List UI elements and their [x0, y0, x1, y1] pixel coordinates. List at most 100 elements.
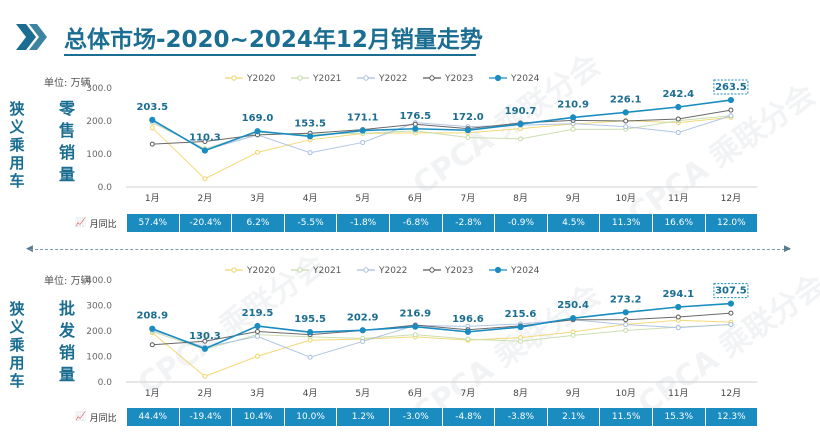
x-tick-label: 11月: [668, 193, 688, 204]
data-point-Y2022: [307, 354, 313, 360]
x-tick-label: 8月: [513, 193, 528, 204]
yoy-cell: 57.4%: [126, 214, 179, 232]
data-label: 202.9: [347, 312, 379, 323]
legend-swatch-marker: [494, 74, 502, 82]
data-point-Y2023: [202, 338, 208, 344]
yoy-row: 📈 月同比 44.4% -19.4% 10.4% 10.0% 1.2% -3.0%…: [66, 408, 758, 426]
data-point-Y2024: [727, 96, 735, 104]
series-line-Y2021: [152, 324, 731, 350]
data-point-Y2024: [675, 303, 682, 311]
yoy-cell: 15.3%: [651, 408, 705, 426]
x-tick-label: 3月: [250, 193, 265, 204]
series-line-Y2022: [152, 115, 732, 154]
data-label: 110.3: [189, 133, 221, 144]
data-point-Y2024: [622, 309, 629, 316]
x-tick-label: 1月: [145, 193, 160, 204]
data-point-Y2022: [360, 139, 366, 145]
data-point-Y2021: [465, 135, 471, 140]
data-label: 169.0: [242, 113, 274, 124]
legend-swatch-marker: [429, 267, 435, 273]
data-point-Y2024: [570, 114, 577, 121]
x-tick-label: 4月: [303, 388, 318, 399]
x-tick-label: 5月: [355, 388, 370, 399]
data-label: 273.2: [610, 294, 642, 305]
series-line-Y2024: [152, 302, 731, 350]
trend-icon: 📈: [75, 218, 87, 228]
series-line-Y2023: [152, 312, 731, 346]
data-point-Y2021: [518, 338, 523, 344]
yoy-cell: 11.5%: [599, 408, 652, 426]
data-point-Y2022: [360, 338, 366, 344]
data-label: 176.5: [399, 111, 431, 122]
yoy-cell: -0.9%: [494, 214, 547, 232]
data-label: 250.4: [557, 300, 589, 311]
yoy-cell: -3.8%: [494, 408, 547, 426]
highlight-box: [713, 79, 749, 95]
x-tick-label: 9月: [566, 388, 581, 399]
data-point-Y2020: [202, 176, 208, 182]
data-point-Y2023: [202, 138, 208, 144]
data-point-Y2024: [201, 147, 208, 154]
data-point-Y2024: [307, 329, 314, 336]
x-tick-label: 7月: [461, 193, 476, 204]
series-line-Y2024: [151, 99, 732, 152]
data-label: 226.1: [610, 94, 642, 105]
yoy-cell: 1.2%: [336, 408, 389, 426]
yoy-row: 📈 月同比 57.4% -20.4% 6.2% -5.5% -1.8% -6.8%…: [66, 214, 758, 232]
divider-arrow-right-icon: ▶: [784, 244, 791, 254]
yoy-header: 📈 月同比: [66, 214, 126, 232]
yoy-cell: 2.1%: [546, 408, 600, 426]
data-label: 216.9: [399, 309, 431, 320]
yoy-cell: 12.3%: [704, 408, 758, 426]
x-tick-label: 4月: [303, 193, 318, 204]
data-point-Y2023: [675, 116, 681, 122]
legend-label: Y2021: [312, 74, 341, 84]
y-tick-label: 0.0: [98, 378, 113, 388]
x-tick-label: 11月: [668, 388, 688, 399]
y-tick-label: 200.0: [86, 117, 112, 127]
yoy-header: 📈 月同比: [66, 408, 126, 426]
data-label: 215.6: [505, 309, 537, 320]
data-label: 208.9: [136, 311, 168, 322]
data-point-Y2020: [202, 373, 208, 379]
data-point-Y2024: [675, 103, 682, 111]
yoy-header-label: 月同比: [89, 219, 117, 230]
x-tick-label: 8月: [513, 388, 528, 399]
retail-line-chart: 0.0 100.0 200.0 300.0 1月 2月 3月 4月 5月 6月 7月 8月 9月 10月 1…: [86, 74, 758, 204]
y-tick-label: 300.0: [86, 84, 112, 94]
data-point-Y2020: [149, 125, 155, 131]
data-point-Y2023: [728, 310, 734, 316]
highlight-box: [713, 283, 749, 299]
yoy-cell: -2.8%: [441, 214, 495, 232]
series-line-Y2020: [151, 319, 731, 377]
yoy-cell: 4.5%: [546, 214, 600, 232]
data-point-Y2022: [255, 333, 260, 339]
side-label-metric: 零售销量: [58, 99, 75, 184]
yoy-cell: 16.6%: [651, 214, 705, 232]
y-tick-label: 200.0: [86, 327, 112, 337]
x-tick-label: 7月: [461, 388, 476, 399]
wholesale-sales-panel: 狭义乘用车 批发销量 单位: 万辆 0.0 100.0 200.0 300.0 400.…: [0, 258, 820, 441]
yoy-cell: 12.0%: [704, 214, 758, 232]
data-point-Y2022: [728, 321, 734, 327]
data-label: 210.9: [557, 99, 589, 110]
legend-label: Y2024: [510, 74, 540, 84]
series-line-Y2023: [152, 109, 731, 145]
data-point-Y2023: [149, 342, 155, 348]
data-point-Y2022: [728, 113, 734, 119]
data-point-Y2022: [675, 130, 681, 136]
yoy-cell: -6.8%: [388, 214, 442, 232]
data-label: 190.7: [505, 106, 537, 117]
legend-label: Y2024: [510, 266, 540, 276]
data-label: 294.1: [662, 289, 694, 300]
data-label: 172.0: [452, 112, 484, 123]
side-label-category: 狭义乘用车: [9, 300, 25, 390]
data-point-Y2022: [675, 325, 681, 331]
data-label: 195.5: [294, 314, 326, 325]
legend-label: Y2023: [444, 266, 473, 276]
data-label: 130.3: [189, 331, 221, 342]
x-tick-label: 2月: [198, 388, 213, 399]
x-tick-label: 5月: [355, 193, 370, 204]
legend-label: Y2022: [378, 74, 407, 84]
legend-swatch-marker: [429, 75, 435, 81]
